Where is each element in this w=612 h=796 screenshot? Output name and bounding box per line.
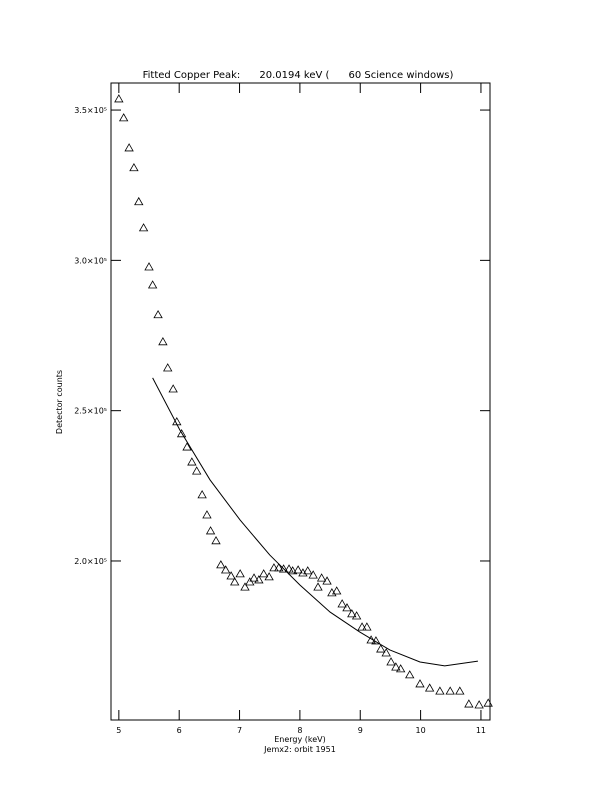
triangle-marker <box>395 664 406 673</box>
triangle-marker <box>129 162 139 172</box>
triangle-marker <box>240 582 250 591</box>
triangle-marker <box>216 560 226 569</box>
triangle-marker <box>445 686 455 695</box>
triangle-marker <box>474 700 484 709</box>
triangle-marker <box>274 563 284 572</box>
triangle-marker <box>205 526 216 535</box>
triangle-marker <box>211 536 221 545</box>
triangle-marker <box>147 280 158 289</box>
triangle-marker <box>197 490 207 499</box>
triangle-marker <box>313 582 323 591</box>
triangle-marker <box>249 573 259 582</box>
triangle-marker <box>435 686 445 695</box>
triangle-marker <box>235 569 245 578</box>
triangle-marker <box>114 94 124 103</box>
triangle-marker <box>176 429 187 438</box>
triangle-marker <box>158 337 168 346</box>
triangle-marker <box>168 384 178 393</box>
triangle-marker <box>342 603 352 612</box>
triangle-marker <box>293 565 303 574</box>
triangle-marker <box>153 309 163 319</box>
triangle-marker <box>405 670 415 679</box>
x-axis-label: Energy (keV) <box>274 735 326 744</box>
triangle-marker <box>347 609 357 618</box>
triangle-marker <box>287 566 298 575</box>
triangle-marker <box>284 564 294 573</box>
triangle-marker <box>192 466 202 475</box>
x-tick-label: 8 <box>297 726 302 735</box>
x-tick-label: 5 <box>116 726 121 735</box>
subtitle: Jemx2: orbit 1951 <box>263 745 336 754</box>
triangle-marker <box>230 577 240 586</box>
triangle-marker <box>264 572 274 581</box>
triangle-marker <box>464 699 474 708</box>
y-tick-label: 2.0×10⁵ <box>74 557 107 566</box>
x-tick-label: 7 <box>237 726 242 735</box>
triangle-marker <box>316 573 327 582</box>
triangle-marker <box>258 569 269 578</box>
triangle-marker <box>182 442 192 451</box>
triangle-marker <box>278 564 289 573</box>
y-tick-label: 2.5×10⁵ <box>74 407 107 416</box>
triangle-marker <box>483 698 493 707</box>
x-tick-label: 11 <box>476 726 486 735</box>
triangle-marker <box>381 648 391 657</box>
triangle-marker <box>303 566 313 575</box>
triangle-marker <box>220 565 231 574</box>
triangle-marker <box>337 599 347 608</box>
triangle-marker <box>134 196 144 206</box>
x-tick-label: 9 <box>358 726 363 735</box>
y-tick-label: 3.0×10⁵ <box>74 256 107 265</box>
x-tick-label: 10 <box>416 726 426 735</box>
triangle-marker <box>351 611 362 620</box>
triangle-marker <box>144 262 154 271</box>
triangle-marker <box>415 679 425 688</box>
triangle-marker <box>386 657 396 666</box>
triangle-marker <box>124 143 134 152</box>
chart-title: Fitted Copper Peak: 20.0194 keV ( 60 Sci… <box>143 70 454 81</box>
triangle-marker <box>308 570 318 579</box>
triangle-marker <box>245 577 255 586</box>
plot-frame <box>110 82 491 721</box>
triangle-marker <box>163 363 173 372</box>
triangle-marker <box>138 223 149 232</box>
triangle-marker <box>226 571 236 580</box>
triangle-marker <box>332 586 342 595</box>
triangle-marker <box>455 686 465 695</box>
triangle-marker <box>187 457 197 466</box>
x-tick-label: 6 <box>177 726 182 735</box>
triangle-marker <box>254 575 264 584</box>
y-axis-label: Detector counts <box>55 370 64 434</box>
triangle-marker <box>357 622 367 631</box>
fit-line <box>152 377 479 667</box>
triangle-marker <box>362 622 372 631</box>
triangle-marker <box>202 510 212 519</box>
triangle-marker <box>118 113 129 122</box>
triangle-marker <box>391 662 401 671</box>
triangle-marker <box>269 563 279 572</box>
y-tick-label: 3.5×10⁵ <box>74 106 107 115</box>
triangle-marker <box>424 683 435 692</box>
triangle-marker <box>322 576 332 585</box>
triangle-marker <box>376 644 386 653</box>
